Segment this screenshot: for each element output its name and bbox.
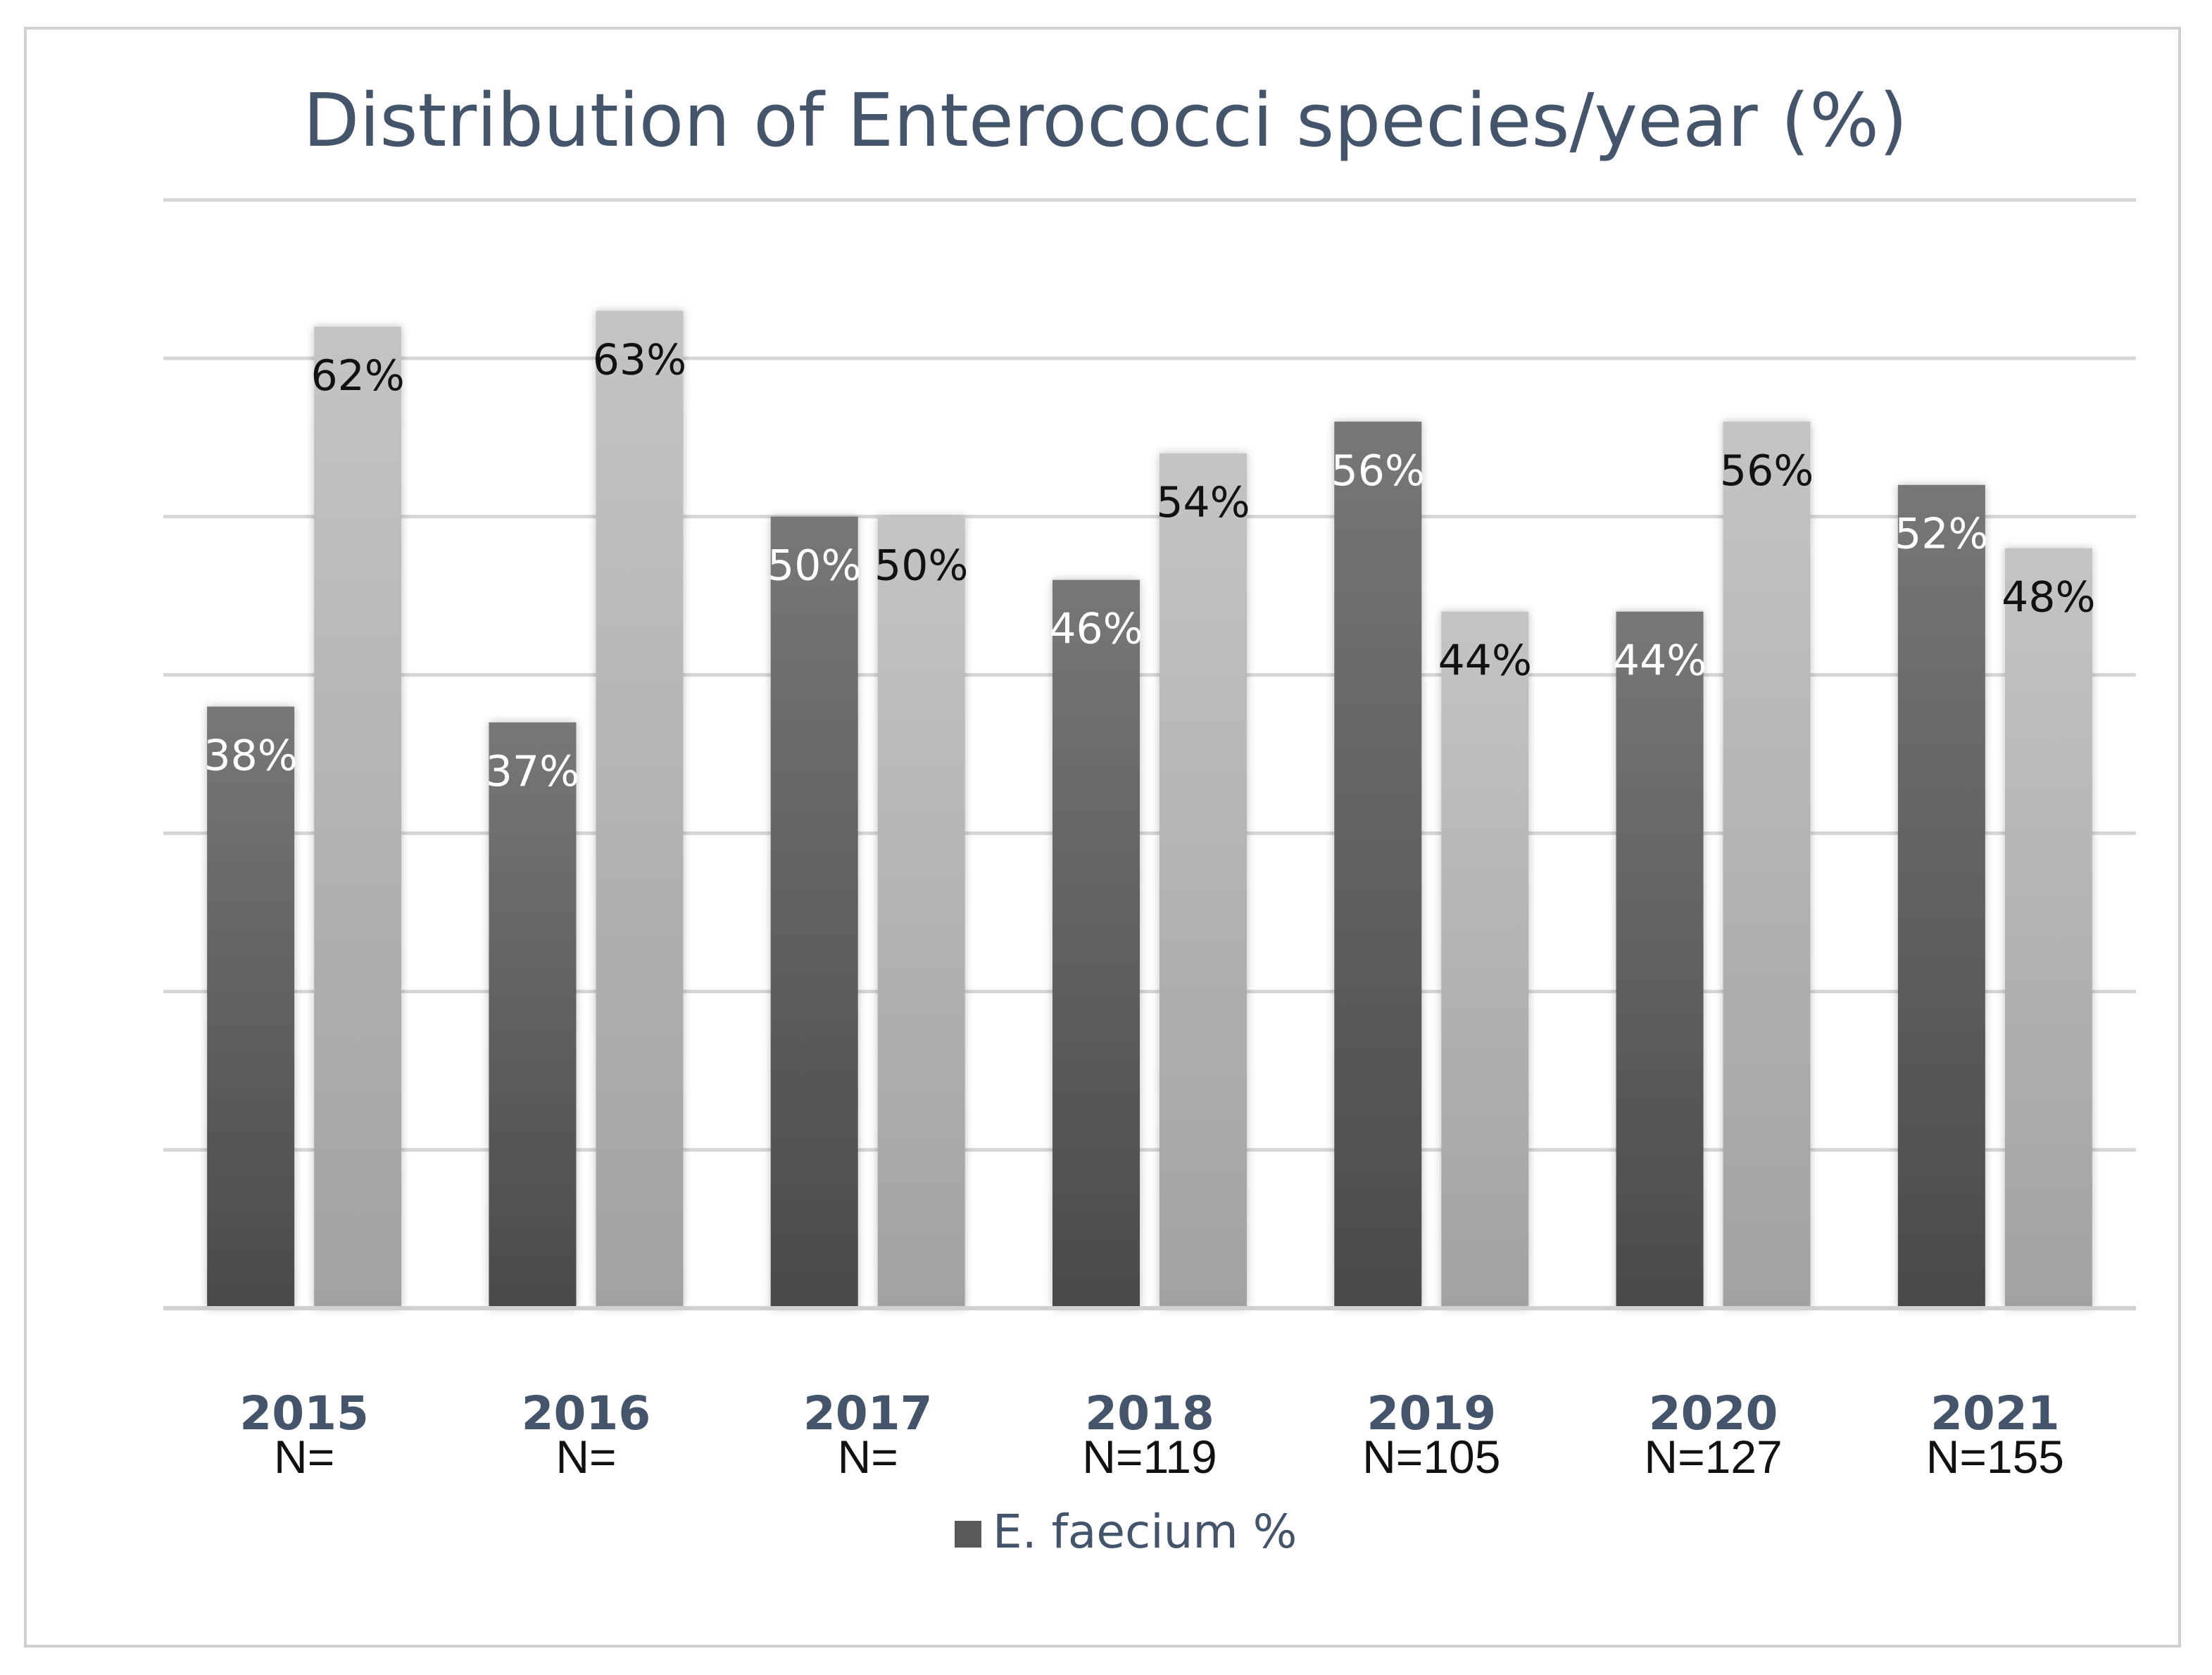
x-tick-label-2019: 2019	[1366, 1386, 1496, 1441]
sample-size-2020: N=127	[1644, 1431, 1782, 1483]
bar-2020-series1	[1616, 611, 1704, 1308]
x-tick-label-2016: 2016	[522, 1386, 651, 1441]
value-label-2020-series2: 56%	[1720, 446, 1814, 496]
value-label-2015-series1: 38%	[203, 732, 297, 781]
x-tick-label-2021: 2021	[1930, 1386, 2060, 1441]
chart-canvas: Distribution of Enterococci species/year…	[163, 77, 2136, 1559]
value-label-2018-series2: 54%	[1156, 478, 1250, 527]
bar-2018-series1	[1052, 579, 1140, 1308]
value-label-2020-series1: 44%	[1613, 636, 1707, 686]
bar-2016-series2	[596, 310, 684, 1308]
bar-2015-series1	[207, 706, 295, 1308]
value-label-2017-series2: 50%	[874, 541, 968, 591]
legend-label-e-faecium: E. faecium %	[993, 1505, 1297, 1559]
value-label-2016-series2: 63%	[593, 335, 686, 384]
sample-size-2015: N=	[274, 1431, 334, 1483]
value-labels: 38% 62% 37% 63% 50% 50% 46% 54% 56% 44% 44% 56% 52% 4…	[203, 335, 2095, 796]
value-label-2017-series1: 50%	[767, 541, 861, 591]
sample-size-2017: N=	[838, 1431, 898, 1483]
chart-title: Distribution of Enterococci species/year…	[303, 77, 1907, 163]
gridlines	[163, 198, 2136, 1152]
bar-2021-series1	[1897, 484, 1985, 1308]
bar-2019-series1	[1334, 421, 1422, 1308]
bar-2016-series1	[489, 722, 577, 1308]
value-label-2015-series2: 62%	[310, 351, 404, 401]
bar-2020-series2	[1723, 421, 1811, 1308]
bar-2019-series2	[1441, 611, 1529, 1308]
value-label-2016-series1: 37%	[486, 747, 579, 796]
legend-swatch-e-faecium	[955, 1521, 981, 1548]
sample-size-2021: N=155	[1926, 1431, 2064, 1483]
value-label-2018-series1: 46%	[1049, 605, 1143, 654]
bar-2017-series1	[770, 516, 858, 1308]
chart-frame: Distribution of Enterococci species/year…	[24, 27, 2181, 1648]
x-tick-label-2018: 2018	[1085, 1386, 1214, 1441]
x-tick-label-2017: 2017	[803, 1386, 933, 1441]
legend: E. faecium %	[955, 1505, 1297, 1559]
bar-2018-series2	[1160, 453, 1247, 1308]
value-label-2019-series2: 44%	[1438, 636, 1532, 686]
bars	[207, 310, 2092, 1308]
sample-size-2018: N=119	[1082, 1431, 1217, 1483]
x-tick-label-2020: 2020	[1649, 1386, 1778, 1441]
value-label-2021-series1: 52%	[1894, 510, 1988, 559]
bar-2021-series2	[2004, 548, 2092, 1308]
x-tick-label-2015: 2015	[239, 1386, 369, 1441]
sample-size-2019: N=105	[1362, 1431, 1500, 1483]
value-label-2019-series1: 56%	[1331, 446, 1425, 496]
x-axis: 2015N=2016N=2017N=2018N=1192019N=1052020…	[163, 1306, 2136, 1483]
value-label-2021-series2: 48%	[2002, 573, 2095, 622]
sample-size-2016: N=	[555, 1431, 616, 1483]
bar-2017-series2	[877, 516, 965, 1308]
bar-2015-series2	[314, 326, 402, 1308]
